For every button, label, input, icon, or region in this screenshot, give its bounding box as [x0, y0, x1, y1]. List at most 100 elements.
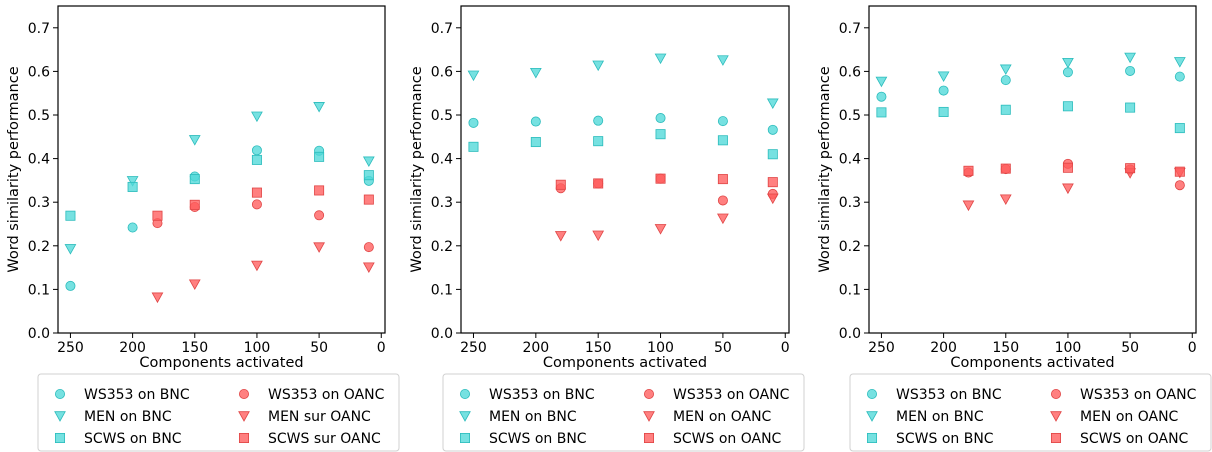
legend-label: MEN on BNC	[84, 409, 172, 425]
x-tick-label: 0	[377, 340, 386, 356]
y-tick-label: 0.5	[839, 108, 861, 124]
data-point	[314, 210, 325, 221]
legend-marker	[1051, 432, 1062, 443]
data-point	[875, 76, 888, 88]
legend-label: SCWS on BNC	[896, 431, 994, 447]
y-tick-label: 0.4	[839, 152, 861, 168]
legend-label: WS353 on BNC	[84, 387, 190, 403]
legend-label: MEN on BNC	[489, 409, 577, 425]
y-tick-label: 0.4	[28, 152, 50, 168]
x-tick-label: 0	[1188, 340, 1197, 356]
legend-label: SCWS on BNC	[489, 431, 587, 447]
data-point	[655, 173, 666, 184]
data-point	[999, 194, 1012, 205]
x-tick-label: 100	[1055, 340, 1082, 356]
y-tick-label: 0.1	[839, 282, 861, 298]
y-tick-label: 0.2	[839, 239, 861, 255]
data-point	[938, 106, 949, 117]
x-axis-label: Components activated	[950, 355, 1114, 371]
data-point	[251, 260, 263, 272]
y-tick-label: 0.6	[28, 64, 50, 80]
data-point	[363, 194, 374, 205]
data-point	[1173, 57, 1186, 68]
data-point	[654, 224, 667, 235]
data-point	[314, 151, 325, 162]
y-tick-label: 0.7	[839, 21, 861, 37]
x-axis-label: Components activated	[139, 355, 303, 371]
data-point	[1174, 123, 1185, 134]
legend-label: WS353 on OANC	[268, 387, 385, 403]
legend: WS353 on BNC MEN on BNC SCWS on BNC WS353 o…	[442, 373, 805, 452]
data-point	[717, 213, 729, 225]
data-point	[530, 116, 541, 127]
data-point	[126, 176, 139, 187]
data-point	[938, 85, 949, 96]
legend-marker	[1051, 388, 1062, 399]
legend-marker	[55, 388, 66, 399]
y-tick-label: 0.0	[839, 326, 861, 342]
legend-marker	[643, 411, 655, 422]
x-tick-label: 150	[181, 340, 208, 356]
legend-label: WS353 on BNC	[489, 387, 595, 403]
y-tick-label: 0.4	[431, 152, 453, 168]
y-tick-label: 0.6	[839, 64, 861, 80]
x-tick-label: 250	[460, 340, 487, 356]
data-point	[251, 199, 262, 210]
x-tick-label: 200	[522, 340, 549, 356]
legend-marker	[238, 432, 249, 443]
y-axis-label: Word similarity performance	[817, 66, 833, 272]
data-point	[937, 71, 950, 83]
x-tick-label: 50	[1121, 340, 1139, 356]
y-axis-label: Word similarity performance	[409, 66, 425, 272]
y-tick-label: 0.1	[431, 282, 453, 298]
legend-label: MEN on OANC	[1080, 409, 1179, 425]
data-point	[1174, 180, 1185, 191]
data-point	[554, 231, 567, 242]
legend-marker	[459, 388, 470, 399]
legend-label: WS353 on OANC	[1080, 387, 1197, 403]
data-point	[65, 280, 76, 291]
x-tick-label: 0	[781, 340, 790, 356]
data-point	[766, 98, 779, 110]
x-tick-label: 100	[244, 340, 271, 356]
data-point	[251, 111, 263, 123]
data-point	[593, 115, 604, 126]
data-point	[467, 70, 480, 82]
legend-marker	[238, 388, 249, 399]
data-point	[314, 185, 325, 196]
data-point	[362, 262, 375, 273]
data-point	[127, 222, 138, 233]
data-point	[1062, 101, 1073, 112]
legend-label: SCWS on BNC	[84, 431, 182, 447]
legend-marker	[866, 411, 878, 422]
legend-label: MEN sur OANC	[268, 409, 371, 425]
legend-label: MEN on OANC	[673, 409, 772, 425]
legend-box	[37, 373, 400, 452]
data-point	[876, 107, 887, 118]
data-point	[1125, 65, 1136, 76]
data-point	[1125, 163, 1136, 174]
data-point	[655, 129, 666, 140]
legend-label: MEN on BNC	[896, 409, 984, 425]
legend-marker	[1050, 411, 1062, 422]
data-point	[65, 210, 76, 221]
data-point	[593, 178, 604, 189]
legend-box	[849, 373, 1212, 452]
data-point	[1124, 52, 1136, 64]
legend-label: WS353 on OANC	[673, 387, 790, 403]
data-point	[188, 135, 201, 146]
data-point	[251, 145, 262, 156]
y-tick-label: 0.0	[431, 326, 453, 342]
data-point	[1000, 104, 1011, 115]
plot-frame	[57, 5, 386, 334]
legend-marker	[644, 432, 655, 443]
legend-marker	[644, 388, 655, 399]
data-point	[189, 174, 200, 185]
x-tick-label: 150	[992, 340, 1019, 356]
data-point	[717, 116, 728, 127]
x-tick-label: 100	[647, 340, 674, 356]
legend-marker	[238, 411, 250, 422]
x-tick-label: 200	[930, 340, 957, 356]
y-tick-label: 0.7	[28, 21, 50, 37]
data-point	[1062, 183, 1074, 195]
